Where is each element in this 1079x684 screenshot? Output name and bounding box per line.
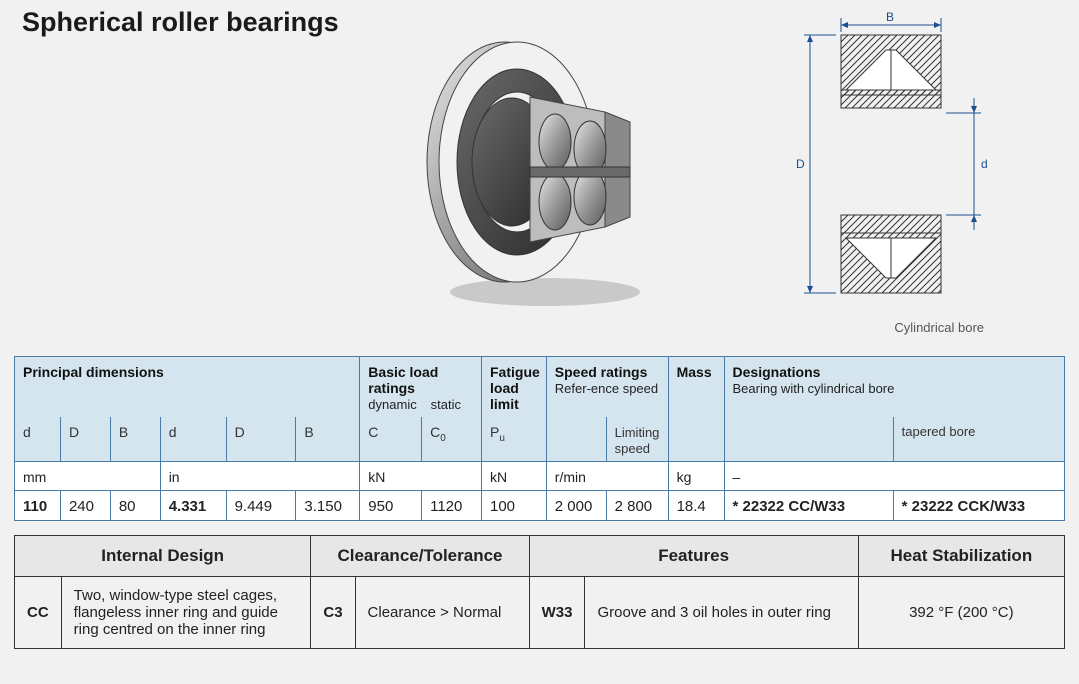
- val-mass: 18.4: [668, 491, 724, 521]
- unit-dash: –: [724, 462, 1064, 491]
- unit-kN2: kN: [482, 462, 547, 491]
- hdr-mass: Mass: [677, 364, 712, 380]
- heat-text: 392 °F (200 °C): [858, 577, 1064, 649]
- sym-d-mm: d: [15, 417, 61, 462]
- sym-speed-lim: Limiting speed: [606, 417, 668, 462]
- cross-section-diagram: B D d: [786, 10, 1051, 315]
- val-desig-tap: * 23222 CCK/W33: [893, 491, 1064, 521]
- sym-B-mm: B: [110, 417, 160, 462]
- val-d-in: 4.331: [160, 491, 226, 521]
- hdr-speed-ref: Refer-ence speed: [555, 381, 658, 396]
- sym-D-mm: D: [60, 417, 110, 462]
- val-Pu: 100: [482, 491, 547, 521]
- hdr-desig: Designations: [733, 364, 821, 380]
- detail-data-row: CC Two, window-type steel cages, flangel…: [15, 577, 1065, 649]
- unit-mm: mm: [15, 462, 161, 491]
- val-B-in: 3.150: [296, 491, 360, 521]
- unit-kg: kg: [668, 462, 724, 491]
- hdr-heat: Heat Stabilization: [858, 536, 1064, 577]
- hdr-principal: Principal dimensions: [23, 364, 164, 380]
- detail-header-row: Internal Design Clearance/Tolerance Feat…: [15, 536, 1065, 577]
- hdr-speed: Speed ratings: [555, 364, 648, 380]
- spec-unit-row: mm in kN kN r/min kg –: [15, 462, 1065, 491]
- sym-D-in: D: [226, 417, 296, 462]
- val-B-mm: 80: [110, 491, 160, 521]
- sym-C: C: [360, 417, 422, 462]
- val-C: 950: [360, 491, 422, 521]
- hdr-features: Features: [529, 536, 858, 577]
- val-D-mm: 240: [60, 491, 110, 521]
- sym-Pu: Pu: [482, 417, 547, 462]
- val-C0: 1120: [422, 491, 482, 521]
- hdr-dynamic: dynamic: [368, 397, 416, 412]
- sym-d-in: d: [160, 417, 226, 462]
- sym-speed-ref: [546, 417, 606, 462]
- hdr-desig-sub: Bearing with cylindrical bore: [733, 381, 895, 396]
- svg-text:B: B: [886, 10, 894, 24]
- val-desig-cyl: * 22322 CC/W33: [724, 491, 893, 521]
- detail-table: Internal Design Clearance/Tolerance Feat…: [14, 535, 1065, 649]
- hdr-desig-taper: tapered bore: [893, 417, 1064, 462]
- val-limspeed: 2 800: [606, 491, 668, 521]
- sym-C0: C0: [422, 417, 482, 462]
- internal-text: Two, window-type steel cages, flangeless…: [61, 577, 311, 649]
- feature-text: Groove and 3 oil holes in outer ring: [585, 577, 858, 649]
- svg-text:D: D: [796, 157, 805, 171]
- feature-code: W33: [529, 577, 585, 649]
- hdr-fatigue: Fatigue load limit: [490, 364, 540, 412]
- hdr-basic-load: Basic load ratings: [368, 364, 438, 396]
- val-D-in: 9.449: [226, 491, 296, 521]
- cross-section-caption: Cylindrical bore: [894, 320, 984, 335]
- val-refspeed: 2 000: [546, 491, 606, 521]
- clearance-code: C3: [311, 577, 355, 649]
- internal-code: CC: [15, 577, 62, 649]
- spec-symbol-row: d D B d D B C C0 Pu Limiting speed taper…: [15, 417, 1065, 462]
- unit-in: in: [160, 462, 360, 491]
- unit-kN: kN: [360, 462, 482, 491]
- hdr-clearance: Clearance/Tolerance: [311, 536, 529, 577]
- spec-header-row: Principal dimensions Basic load ratings …: [15, 357, 1065, 418]
- hdr-internal: Internal Design: [15, 536, 311, 577]
- unit-rmin: r/min: [546, 462, 668, 491]
- val-d-mm: 110: [15, 491, 61, 521]
- hdr-static: static: [431, 397, 461, 412]
- sym-B-in: B: [296, 417, 360, 462]
- page-title: Spherical roller bearings: [22, 7, 339, 38]
- clearance-text: Clearance > Normal: [355, 577, 529, 649]
- spec-data-row: 110 240 80 4.331 9.449 3.150 950 1120 10…: [15, 491, 1065, 521]
- bearing-3d-illustration: [410, 22, 670, 312]
- spec-table: Principal dimensions Basic load ratings …: [14, 356, 1065, 521]
- svg-text:d: d: [981, 157, 988, 171]
